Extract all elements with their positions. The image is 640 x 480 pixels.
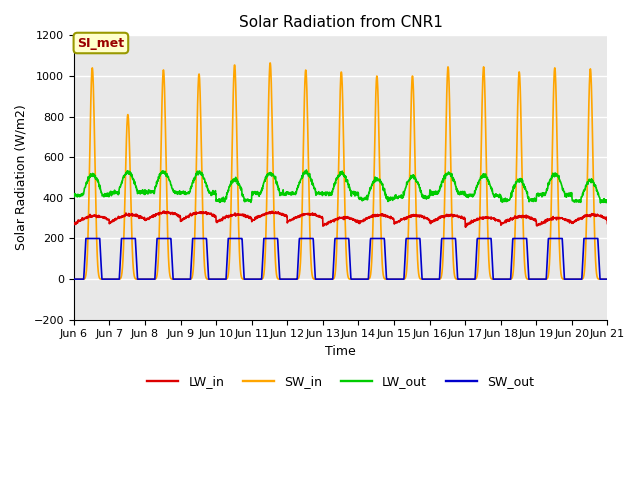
LW_out: [596, 200, 604, 206]
SW_in: [557, 265, 564, 271]
SW_out: [572, 276, 579, 282]
LW_in: [604, 221, 611, 227]
LW_in: [268, 208, 276, 214]
SW_in: [219, 276, 227, 282]
LW_in: [356, 218, 364, 224]
LW_out: [496, 192, 504, 197]
LW_out: [604, 198, 611, 204]
SW_out: [604, 276, 611, 282]
LW_out: [368, 183, 376, 189]
SW_out: [219, 276, 227, 282]
X-axis label: Time: Time: [325, 345, 356, 358]
LW_out: [70, 191, 77, 197]
LW_out: [557, 179, 564, 185]
LW_out: [303, 167, 310, 173]
LW_in: [496, 219, 504, 225]
LW_in: [461, 224, 469, 230]
SW_in: [368, 260, 376, 265]
SW_in: [356, 276, 364, 282]
Title: Solar Radiation from CNR1: Solar Radiation from CNR1: [239, 15, 442, 30]
SW_in: [496, 276, 504, 282]
SW_out: [70, 276, 77, 282]
SW_in: [572, 276, 579, 282]
SW_out: [356, 276, 364, 282]
SW_out: [496, 276, 504, 282]
SW_in: [70, 276, 77, 282]
LW_in: [70, 222, 77, 228]
SW_in: [604, 276, 611, 282]
LW_in: [557, 216, 564, 221]
SW_out: [82, 236, 90, 241]
Y-axis label: Solar Radiation (W/m2): Solar Radiation (W/m2): [15, 105, 28, 251]
Line: LW_out: LW_out: [74, 170, 607, 203]
Line: LW_in: LW_in: [74, 211, 607, 227]
LW_out: [572, 198, 579, 204]
Text: SI_met: SI_met: [77, 36, 124, 49]
SW_out: [557, 236, 564, 241]
Legend: LW_in, SW_in, LW_out, SW_out: LW_in, SW_in, LW_out, SW_out: [142, 370, 539, 393]
LW_in: [368, 214, 376, 220]
Line: SW_out: SW_out: [74, 239, 607, 279]
LW_in: [572, 218, 579, 224]
Line: SW_in: SW_in: [74, 63, 607, 279]
LW_out: [219, 197, 227, 203]
LW_in: [219, 216, 227, 222]
SW_in: [266, 60, 274, 66]
LW_out: [356, 197, 364, 203]
SW_out: [368, 236, 376, 241]
